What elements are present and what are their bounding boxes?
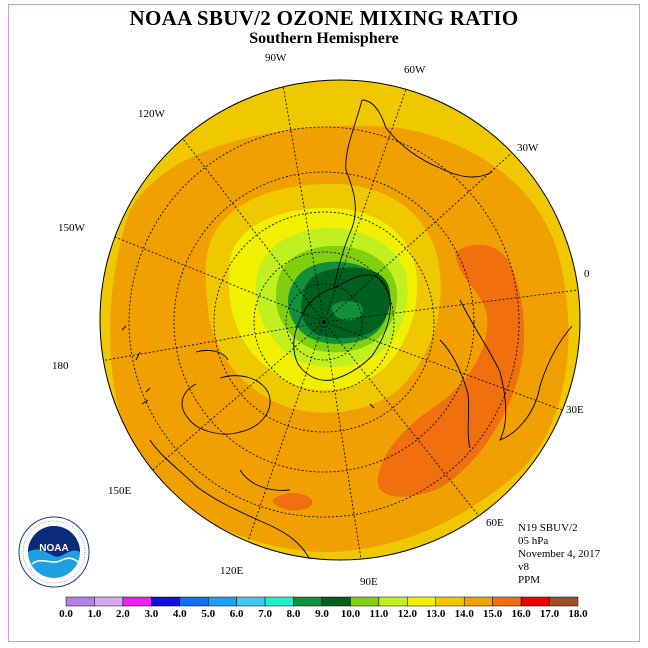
colorbar-tick-label: 11.0 [369, 608, 389, 620]
colorbar-tick-label: 8.0 [286, 608, 301, 620]
colorbar-tick-label: 6.0 [229, 608, 244, 620]
lon-label-90w: 90W [265, 52, 287, 64]
colorbar-tick-label: 3.0 [144, 608, 159, 620]
lon-label-150e: 150E [108, 485, 132, 497]
colorbar-tick-label: 5.0 [201, 608, 216, 620]
colorbar-tick-label: 14.0 [454, 608, 474, 620]
info-satellite: N19 SBUV/2 [518, 522, 578, 534]
lon-label-150w: 150W [58, 222, 85, 234]
colorbar-tick-label: 15.0 [483, 608, 503, 620]
colorbar-tick-label: 13.0 [426, 608, 446, 620]
field-15-16 [377, 244, 525, 497]
field-15-16b [272, 492, 313, 511]
info-date: November 4, 2017 [518, 548, 601, 560]
lon-label-180: 180 [52, 360, 69, 372]
colorbar-tick-label: 17.0 [539, 608, 560, 620]
colorbar-tick-label: 4.0 [172, 608, 187, 620]
field-inner-9 [331, 301, 363, 321]
colorbar-tick-label: 7.0 [258, 608, 272, 620]
lon-label-60e: 60E [486, 517, 504, 529]
lon-label-90e: 90E [360, 576, 378, 588]
colorbar-tick-label: 1.0 [87, 608, 102, 620]
coastlines [121, 99, 573, 560]
map-boundary [99, 79, 581, 561]
map-subtitle: Southern Hemisphere [249, 30, 399, 47]
colorbar-tick-label: 2.0 [116, 608, 130, 620]
noaa-logo-text: NOAA [39, 543, 68, 554]
map-title: NOAA SBUV/2 OZONE MIXING RATIO [129, 6, 519, 30]
colorbar-tick-label: 16.0 [511, 608, 531, 620]
colorbar-tick-label: 9.0 [315, 608, 329, 620]
product-info: N19 SBUV/2 05 hPa November 4, 2017 v8 PP… [518, 522, 600, 587]
figure-frame [8, 4, 640, 642]
colorbar-tick-label: 18.0 [568, 608, 588, 620]
colorbar-tick-label: 12.0 [397, 608, 417, 620]
colorbar-tick-label: 10.0 [340, 608, 361, 620]
lon-label-0: 0 [584, 268, 590, 280]
info-pressure: 05 hPa [518, 535, 549, 547]
lon-label-120w: 120W [138, 108, 165, 120]
lon-label-120e: 120E [220, 565, 244, 577]
noaa-logo: NOAA [18, 516, 90, 588]
info-version: v8 [518, 561, 529, 573]
colorbar-labels: 0.0 1.0 2.0 3.0 4.0 5.0 6.0 7.0 8.0 9.0 10.0 11.0 12… [0, 608, 648, 622]
info-units: PPM [518, 574, 541, 586]
lon-label-60w: 60W [404, 64, 426, 76]
colorbar-tick-label: 0.0 [59, 608, 73, 620]
lon-label-30w: 30W [517, 142, 539, 154]
graticule [100, 80, 579, 560]
lon-label-30e: 30E [566, 404, 584, 416]
